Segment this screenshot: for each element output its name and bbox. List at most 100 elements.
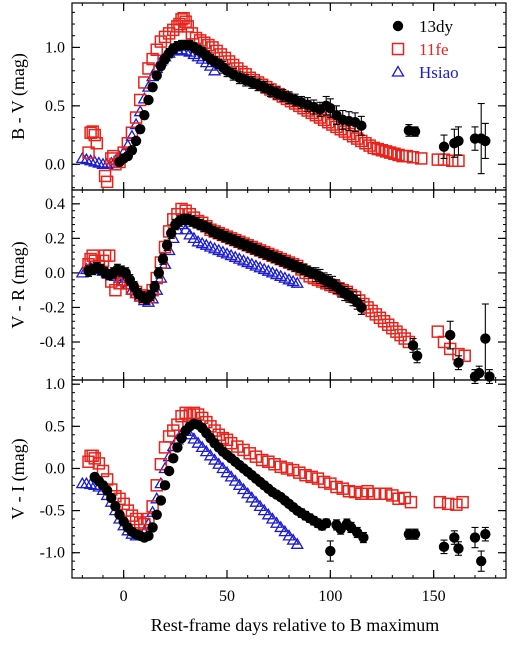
y-tick-label: -0.4 bbox=[40, 334, 65, 351]
data-point-11fe bbox=[371, 142, 385, 156]
data-point-Hsiao bbox=[179, 222, 193, 235]
data-point-11fe bbox=[377, 315, 391, 328]
y-tick-label: 0.5 bbox=[45, 98, 65, 115]
data-point-13dy bbox=[139, 110, 150, 121]
data-point-11fe bbox=[138, 76, 151, 89]
data-point-13dy bbox=[147, 81, 158, 93]
legend-marker-11fe bbox=[391, 42, 405, 56]
data-point-11fe bbox=[317, 113, 331, 127]
data-point-13dy bbox=[151, 509, 162, 521]
data-point-13dy bbox=[356, 120, 367, 131]
data-point-13dy bbox=[163, 465, 175, 477]
data-point-Hsiao bbox=[278, 524, 292, 537]
data-point-13dy bbox=[325, 102, 336, 114]
data-point-11fe bbox=[88, 128, 101, 142]
x-tick-label: 100 bbox=[318, 588, 342, 605]
legend-label-Hsiao: Hsiao bbox=[419, 63, 459, 82]
data-point-Hsiao bbox=[253, 499, 267, 512]
data-point-11fe bbox=[379, 145, 393, 158]
data-point-Hsiao bbox=[290, 537, 304, 549]
data-point-11fe bbox=[359, 137, 372, 150]
data-point-Hsiao bbox=[207, 453, 222, 465]
data-point-13dy bbox=[476, 555, 487, 567]
data-point-11fe bbox=[185, 27, 199, 40]
data-point-13dy bbox=[449, 532, 460, 543]
data-point-Hsiao bbox=[195, 440, 209, 453]
data-point-13dy bbox=[453, 135, 464, 147]
y-axis-label: B - V (mag) bbox=[8, 53, 29, 140]
x-tick-label: 0 bbox=[120, 588, 128, 605]
y-tick-label: 0.0 bbox=[45, 265, 65, 282]
data-point-11fe bbox=[441, 497, 455, 511]
data-point-11fe bbox=[394, 328, 407, 342]
series-Hsiao bbox=[75, 217, 304, 307]
data-point-11fe bbox=[415, 152, 428, 165]
data-point-Hsiao bbox=[207, 63, 222, 76]
data-point-11fe bbox=[183, 408, 197, 421]
y-tick-label: 0.5 bbox=[45, 418, 65, 435]
x-tick-label: 150 bbox=[422, 588, 446, 605]
data-point-11fe bbox=[82, 146, 95, 159]
data-point-11fe bbox=[100, 175, 114, 189]
series-11fe bbox=[82, 202, 471, 363]
y-axis-label: V - I (mag) bbox=[8, 438, 29, 519]
data-point-13dy bbox=[480, 528, 491, 540]
data-point-13dy bbox=[166, 227, 177, 239]
y-tick-label: 0.2 bbox=[45, 230, 65, 247]
data-point-11fe bbox=[162, 27, 176, 40]
data-point-13dy bbox=[325, 545, 336, 557]
data-point-11fe bbox=[171, 418, 184, 431]
data-point-11fe bbox=[390, 325, 403, 338]
data-point-13dy bbox=[411, 350, 423, 362]
y-tick-label: 0.4 bbox=[45, 196, 65, 213]
y-tick-label: 1.0 bbox=[45, 39, 65, 56]
data-point-13dy bbox=[321, 518, 332, 529]
data-point-Hsiao bbox=[232, 478, 247, 490]
data-point-11fe bbox=[373, 311, 387, 325]
data-point-11fe bbox=[388, 147, 401, 161]
data-point-Hsiao bbox=[191, 436, 205, 448]
data-point-11fe bbox=[109, 283, 122, 297]
data-point-11fe bbox=[398, 332, 411, 345]
data-point-13dy bbox=[356, 302, 367, 313]
data-point-Hsiao bbox=[220, 465, 234, 478]
data-point-13dy bbox=[438, 141, 450, 152]
y-tick-label: -1.0 bbox=[40, 545, 65, 562]
data-point-13dy bbox=[407, 340, 419, 351]
data-point-Hsiao bbox=[236, 482, 251, 495]
data-point-Hsiao bbox=[265, 512, 280, 524]
data-point-11fe bbox=[392, 148, 405, 162]
y-tick-label: 0.0 bbox=[45, 460, 65, 477]
data-point-11fe bbox=[363, 139, 376, 152]
data-point-13dy bbox=[147, 522, 158, 533]
data-point-11fe bbox=[150, 43, 163, 56]
data-point-13dy bbox=[130, 135, 142, 147]
data-point-13dy bbox=[473, 367, 485, 379]
data-point-Hsiao bbox=[79, 476, 94, 489]
x-tick-label: 50 bbox=[219, 588, 235, 605]
data-point-11fe bbox=[350, 132, 364, 145]
data-point-13dy bbox=[409, 528, 421, 540]
data-point-11fe bbox=[338, 125, 352, 138]
data-point-13dy bbox=[480, 135, 491, 147]
panel-2: 0.4 0.2 0.0 -0.2 -0.4 V - R (mag) bbox=[8, 189, 507, 385]
data-point-13dy bbox=[149, 281, 160, 292]
data-point-Hsiao bbox=[286, 533, 300, 545]
data-point-Hsiao bbox=[245, 491, 259, 503]
data-point-13dy bbox=[469, 532, 481, 543]
data-point-11fe bbox=[125, 509, 139, 522]
data-point-11fe bbox=[381, 318, 395, 331]
legend-label-13dy: 13dy bbox=[419, 17, 454, 36]
data-point-Hsiao bbox=[216, 461, 230, 474]
data-point-11fe bbox=[367, 141, 380, 155]
data-point-11fe bbox=[146, 52, 159, 66]
data-point-Hsiao bbox=[203, 449, 218, 461]
data-point-11fe bbox=[322, 115, 335, 129]
data-point-Hsiao bbox=[241, 486, 255, 499]
y-axis-label: V - R (mag) bbox=[8, 241, 29, 328]
data-point-11fe bbox=[365, 304, 378, 318]
data-point-11fe bbox=[154, 458, 168, 471]
data-point-11fe bbox=[375, 144, 389, 157]
